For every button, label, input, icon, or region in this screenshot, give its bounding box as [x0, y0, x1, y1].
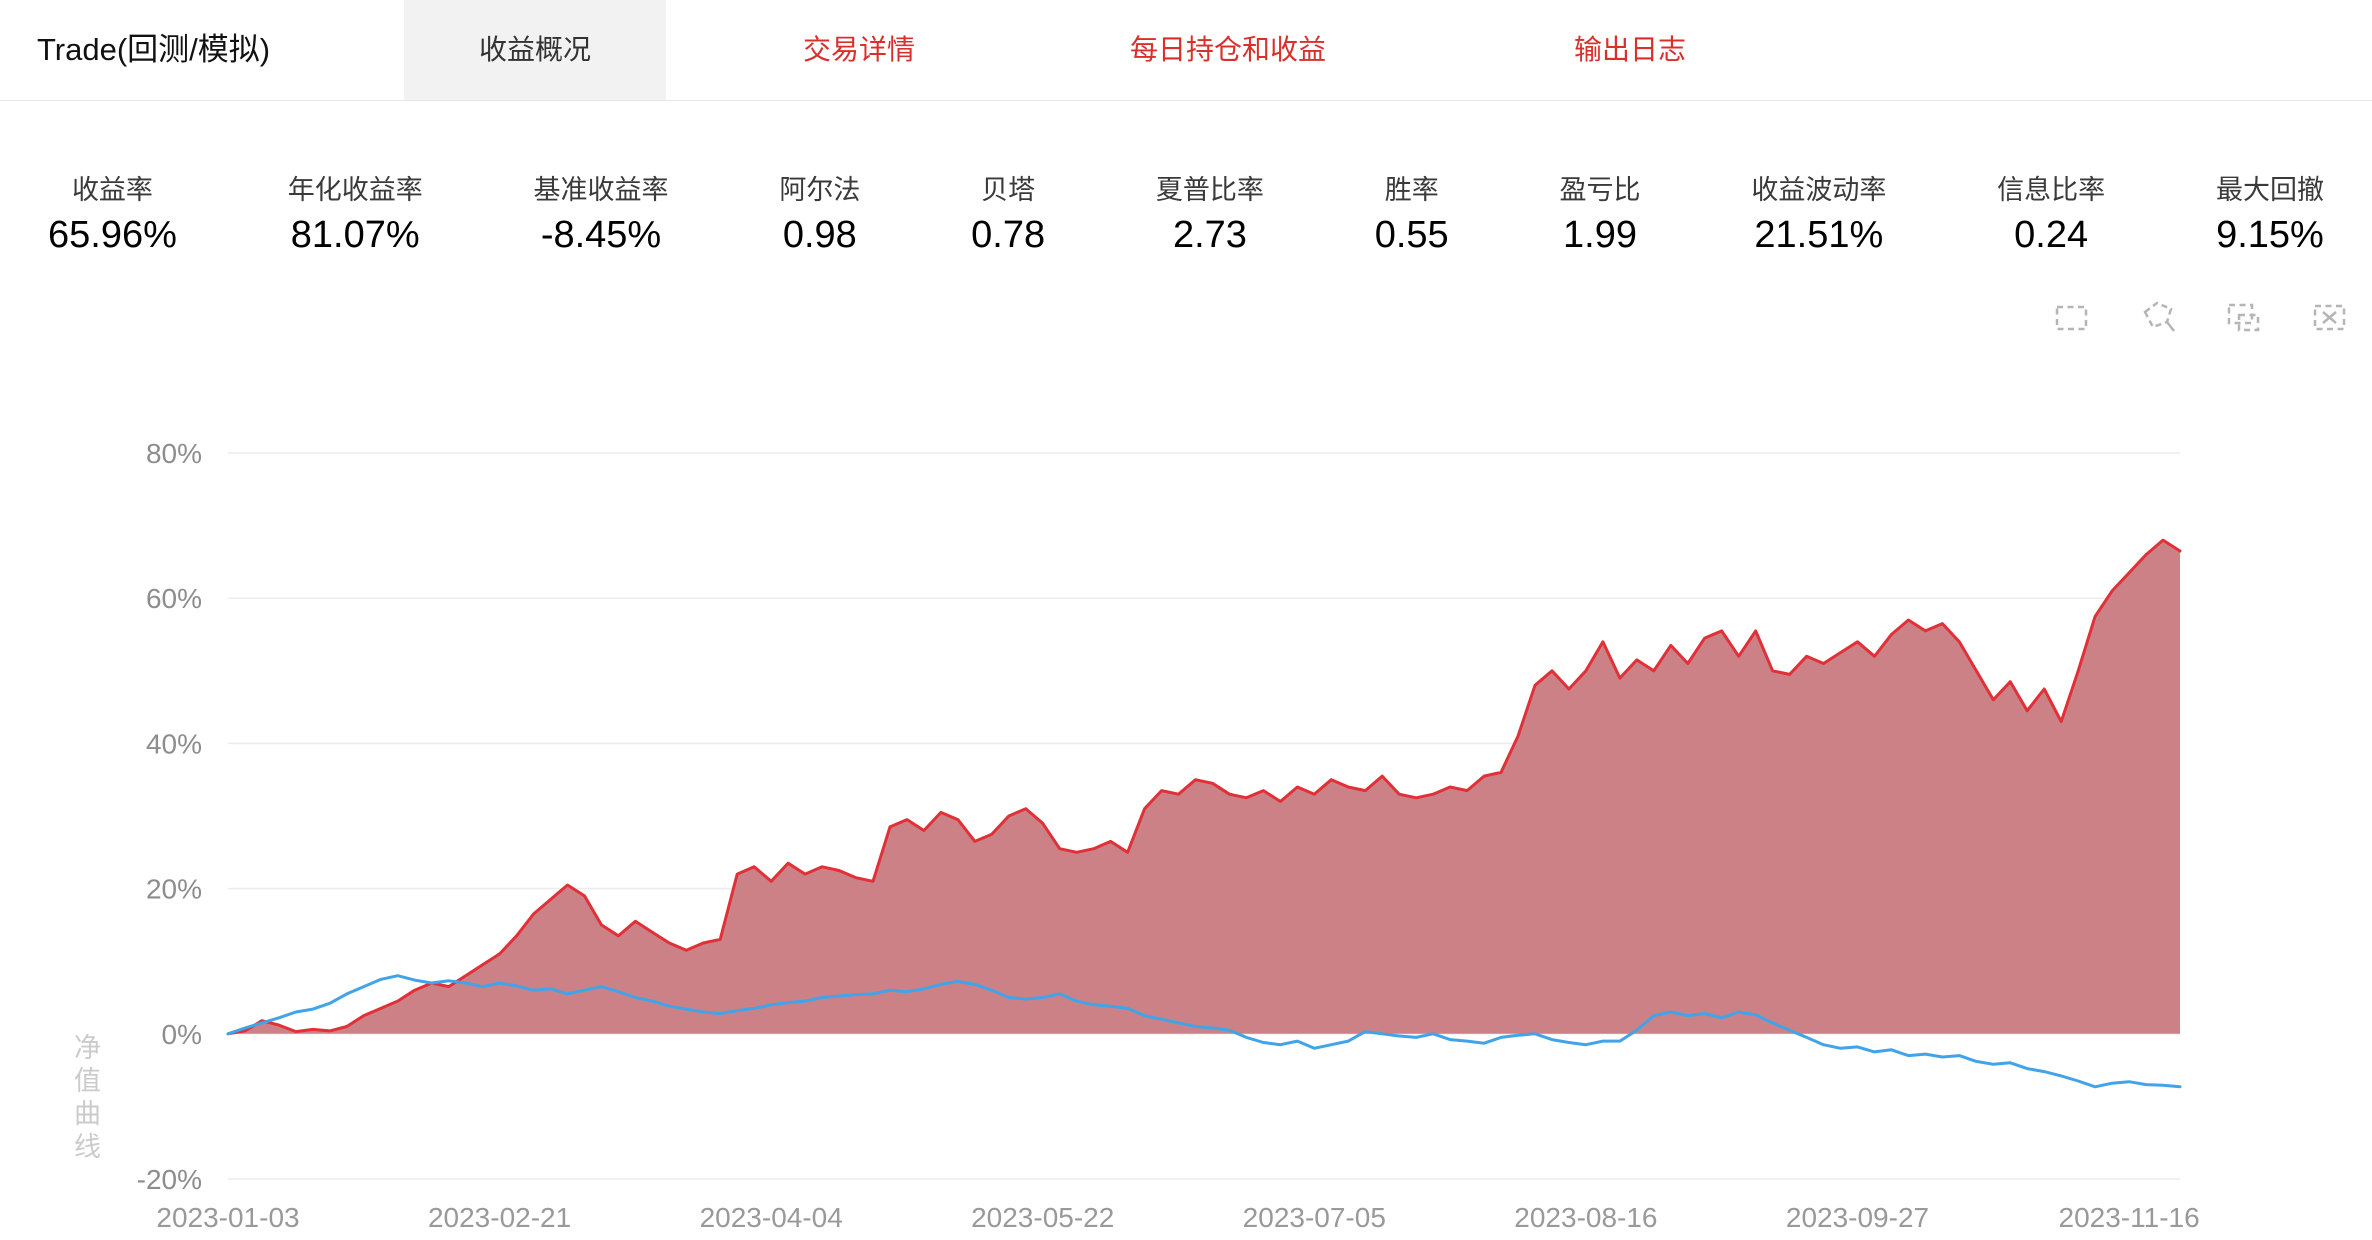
chart-toolbar [2052, 298, 2350, 338]
metric-value: 81.07% [290, 214, 420, 256]
y-axis-tick-label: 20% [146, 874, 202, 905]
y-axis-tick-label: 60% [146, 583, 202, 614]
tab-trade-details[interactable]: 交易详情 [803, 34, 916, 65]
tab-output-log[interactable]: 输出日志 [1574, 34, 1687, 65]
returns-chart[interactable]: 净值曲线 -20% 0% 20% 40% 60% 80% 2023-01-03 2023-02… [0, 280, 2372, 1240]
x-axis-tick-label: 2023-04-04 [700, 1202, 843, 1233]
metric-value: 0.78 [971, 214, 1046, 256]
metric-value: 65.96% [48, 214, 177, 256]
y-axis-tick-label: 80% [146, 438, 202, 469]
metric-label: 阿尔法 [779, 175, 861, 205]
metric-label: 盈亏比 [1559, 175, 1641, 205]
metric-label: 贝塔 [981, 175, 1036, 205]
metric-label: 年化收益率 [287, 175, 423, 205]
benchmark-return-line [226, 974, 2182, 1089]
metric-value: 1.99 [1563, 214, 1637, 256]
x-axis-tick-label: 2023-11-16 [2059, 1202, 2200, 1233]
x-axis-tick-label: 2023-01-03 [156, 1202, 299, 1233]
x-axis-tick-label: 2023-02-21 [428, 1202, 571, 1233]
metric-beta: 贝塔 0.78 [971, 168, 1045, 257]
header-bar: Trade(回测/模拟) 收益概况 交易详情 每日持仓和收益 输出日志 [0, 0, 2372, 101]
metric-value: 0.98 [782, 214, 857, 256]
metric-label: 收益率 [71, 175, 153, 205]
tab-returns-overview[interactable]: 收益概况 [404, 0, 666, 100]
metric-value: 0.24 [2014, 214, 2089, 256]
metric-value: 0.55 [1374, 214, 1449, 256]
metric-max-drawdown: 最大回撤 9.15% [2216, 168, 2324, 257]
metric-value: 21.51% [1754, 214, 1884, 256]
metric-label: 最大回撤 [2215, 175, 2324, 205]
brush-keep-icon[interactable] [2224, 298, 2264, 338]
strategy-return-area-fill [228, 540, 2180, 1034]
y-axis-tick-label: 40% [146, 728, 202, 759]
metric-return-volatility: 收益波动率 21.51% [1751, 168, 1886, 257]
metrics-row: 收益率 65.96% 年化收益率 81.07% 基准收益率 -8.45% 阿尔法… [0, 168, 2372, 257]
returns-chart-canvas[interactable]: -20% 0% 20% 40% 60% 80% 2023-01-03 2023-02-21 20… [0, 280, 2372, 1240]
x-axis-tick-label: 2023-08-16 [1514, 1202, 1657, 1233]
metric-label: 胜率 [1384, 175, 1439, 205]
metric-return-rate: 收益率 65.96% [48, 168, 177, 257]
metric-annualized-return: 年化收益率 81.07% [288, 168, 423, 257]
metric-win-rate: 胜率 0.55 [1375, 168, 1449, 257]
y-axis-tick-label: 0% [162, 1019, 202, 1050]
strategy-return-area [226, 538, 2182, 1036]
brush-rect-select-icon[interactable] [2052, 298, 2092, 338]
metric-information-ratio: 信息比率 0.24 [1997, 168, 2105, 257]
x-axis-tick-label: 2023-09-27 [1786, 1202, 1929, 1233]
metric-value: -8.45% [540, 214, 662, 256]
metric-label: 收益波动率 [1751, 175, 1887, 205]
brush-polygon-select-icon[interactable] [2138, 298, 2178, 338]
metric-value: 2.73 [1172, 214, 1247, 256]
x-axis-tick-label: 2023-07-05 [1243, 1202, 1386, 1233]
tab-daily-positions-and-returns[interactable]: 每日持仓和收益 [1130, 34, 1327, 65]
metric-label: 夏普比率 [1155, 175, 1264, 205]
y-axis-tick-label: -20% [137, 1164, 202, 1195]
metric-label: 信息比率 [1997, 175, 2106, 205]
metric-alpha: 阿尔法 0.98 [779, 168, 860, 257]
metric-label: 基准收益率 [533, 175, 669, 205]
metric-profit-loss-ratio: 盈亏比 1.99 [1560, 168, 1641, 257]
metric-value: 9.15% [2216, 214, 2324, 256]
metric-benchmark-return: 基准收益率 -8.45% [534, 168, 669, 257]
y-axis-name: 净值曲线 [70, 1033, 100, 1165]
metric-sharpe-ratio: 夏普比率 2.73 [1156, 168, 1264, 257]
page-title: Trade(回测/模拟) [37, 32, 271, 67]
x-axis-tick-label: 2023-05-22 [971, 1202, 1114, 1233]
brush-clear-icon[interactable] [2310, 298, 2350, 338]
